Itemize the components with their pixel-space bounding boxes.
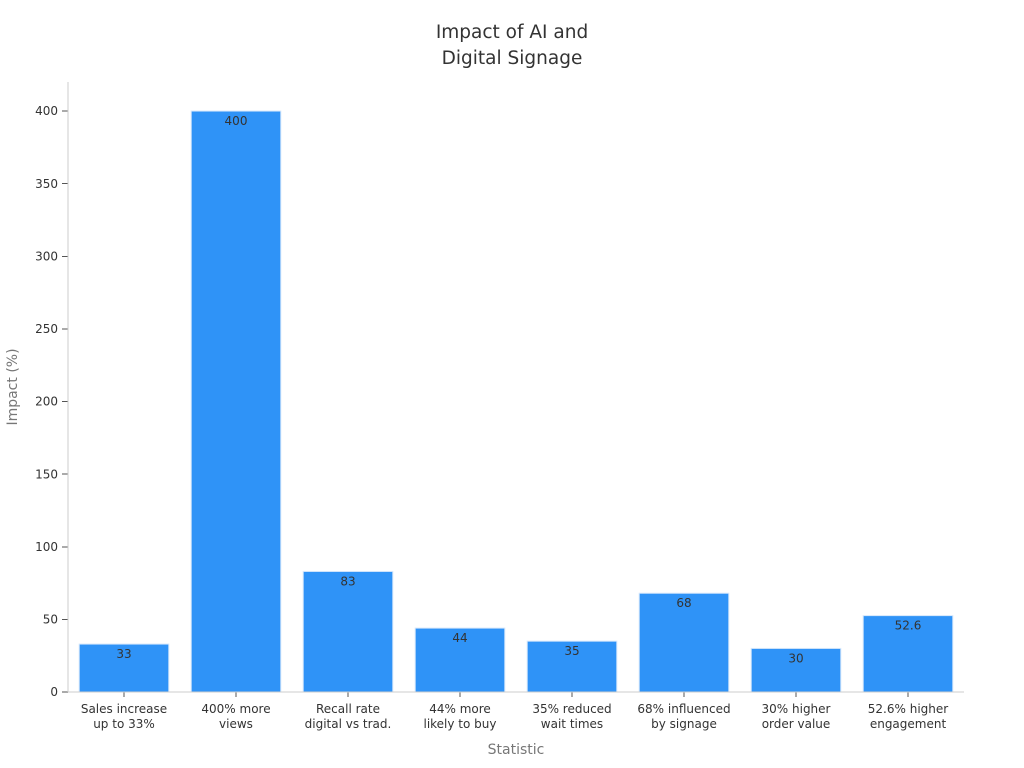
y-tick-label: 400 <box>35 104 58 118</box>
chart-title: Impact of AI and Digital Signage <box>435 22 589 69</box>
bar-value-label: 44 <box>452 631 467 645</box>
x-tick-label: 44% more likely to buy <box>423 702 496 731</box>
x-tick-label: Recall rate digital vs trad. <box>305 702 392 731</box>
y-tick-label: 250 <box>35 322 58 336</box>
y-axis: 0 50 100 150 200 250 300 350 400 <box>35 82 69 699</box>
bar <box>78 643 170 693</box>
y-tick-label: 50 <box>43 613 58 627</box>
bars-group <box>78 110 954 693</box>
bar <box>638 592 730 693</box>
x-tick-label: 52.6% higher engagement <box>868 702 948 731</box>
bar-value-labels-group: 33 400 83 44 35 68 30 52.6 <box>116 114 921 665</box>
bar <box>414 627 506 693</box>
y-tick-label: 350 <box>35 177 58 191</box>
bar-value-label: 33 <box>116 647 131 661</box>
x-axis: Sales increase up to 33% 400% more views Rec… <box>68 691 964 731</box>
bar <box>862 615 954 693</box>
bar <box>526 640 618 693</box>
bar <box>302 570 394 693</box>
x-tick-label: Sales increase up to 33% <box>81 702 167 731</box>
y-tick-label: 150 <box>35 467 58 481</box>
x-tick-label: 30% higher order value <box>762 702 831 731</box>
bar-value-label: 30 <box>788 651 803 665</box>
bar-value-label: 68 <box>676 596 691 610</box>
y-tick-label: 200 <box>35 395 58 409</box>
bar-value-label: 83 <box>340 574 355 588</box>
x-axis-label: Statistic <box>487 742 545 758</box>
y-axis-label: Impact (%) <box>5 348 21 426</box>
bar-value-label: 52.6 <box>895 619 922 633</box>
y-tick-label: 300 <box>35 249 58 263</box>
x-tick-label: 400% more views <box>201 702 270 731</box>
y-tick-label: 0 <box>50 685 58 699</box>
bar-value-label: 35 <box>564 644 579 658</box>
y-tick-label: 100 <box>35 540 58 554</box>
bar-value-label: 400 <box>225 114 248 128</box>
x-tick-label: 35% reduced wait times <box>532 702 611 731</box>
bar <box>190 110 282 693</box>
x-tick-label: 68% influenced by signage <box>637 702 730 731</box>
